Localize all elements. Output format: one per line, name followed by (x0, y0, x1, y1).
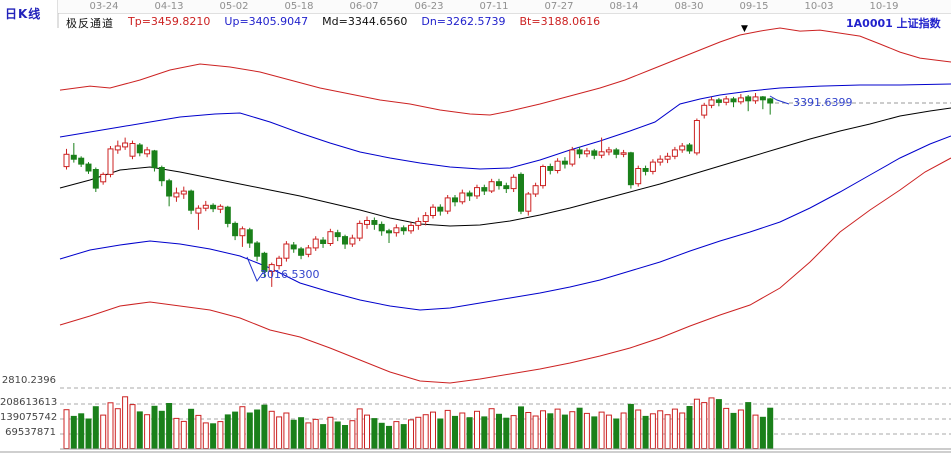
indicator-row: 极反通道 Tp=3459.8210 Up=3405.9047 Md=3344.656… (66, 15, 600, 31)
date-tick-10-19: 10-19 (869, 1, 899, 12)
indicator-value-4: Bt=3188.0616 (519, 15, 601, 28)
channel-line-tp (59, 27, 951, 116)
indicator-name[interactable]: 极反通道 (66, 17, 114, 30)
date-tick-06-23: 06-23 (414, 1, 444, 12)
channel-line-bt (59, 157, 951, 384)
low-price-pointer-line (246, 256, 265, 283)
indicator-value-1: Up=3405.9047 (224, 15, 309, 28)
date-tick-05-18: 05-18 (284, 1, 314, 12)
date-tick-04-13: 04-13 (154, 1, 184, 12)
date-tick-07-11: 07-11 (479, 1, 509, 12)
date-tick-08-14: 08-14 (609, 1, 639, 12)
last-price-leader-line (769, 95, 790, 105)
volume-bars (63, 396, 774, 450)
price-axis-bottom-label: 2810.2396 (1, 375, 56, 386)
channel-line-dn (59, 135, 951, 311)
date-tick-05-02: 05-02 (219, 1, 249, 12)
date-tick-03-24: 03-24 (89, 1, 119, 12)
candlestick-series (63, 93, 774, 287)
volume-axis-label-1: 208613613 (0, 397, 58, 408)
channel-line-md (59, 107, 951, 227)
date-tick-09-15: 09-15 (739, 1, 769, 12)
indicator-value-3: Dn=3262.5739 (421, 15, 506, 28)
date-tick-06-07: 06-07 (349, 1, 379, 12)
volume-axis-label-2: 139075742 (0, 412, 58, 423)
symbol-label: 1A0001 上证指数 (846, 17, 941, 30)
date-tick-07-27: 07-27 (544, 1, 574, 12)
volume-axis-label-3: 69537871 (5, 427, 56, 438)
date-marker-icon: ▼ (741, 24, 748, 34)
indicator-value-2: Md=3344.6560 (322, 15, 408, 28)
date-tick-08-30: 08-30 (674, 1, 704, 12)
low-price-annotation: 3016.5300 (260, 268, 320, 281)
indicator-value-0: Tp=3459.8210 (128, 15, 211, 28)
date-axis: 03-24 04-13 05-02 05-18 06-07 06-23 07-11 07-27… (58, 0, 951, 13)
chart-type-label[interactable]: 日K线 (5, 7, 42, 21)
date-tick-10-03: 10-03 (804, 1, 834, 12)
channel-line-up (59, 83, 951, 170)
last-price-annotation: 3391.6399 (793, 96, 853, 109)
